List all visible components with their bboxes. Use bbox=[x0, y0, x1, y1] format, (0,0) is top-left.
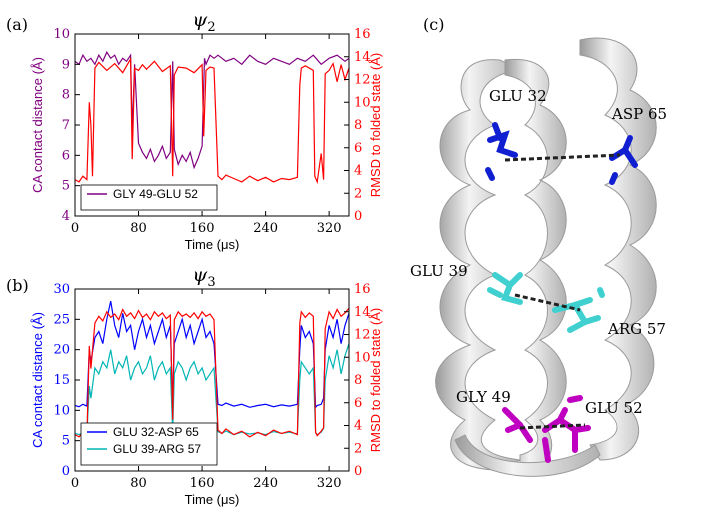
chart-psi2: ψ20 80 160 240 320456789100246810121416Time … bbox=[30, 9, 383, 252]
chart-b-ytick-right-label-2: 4 bbox=[354, 419, 362, 434]
helix-ribbon-bottom-loop bbox=[454, 434, 601, 477]
chart-b-ytick-left-label-6: 30 bbox=[53, 282, 70, 297]
chart-b-ytick-left-label-4: 20 bbox=[53, 343, 70, 358]
chart-b-series-line-2 bbox=[75, 307, 349, 438]
chart-b-xtick-label-0: 0 bbox=[71, 476, 79, 491]
chart-a-ytick-left-label-0: 4 bbox=[62, 209, 70, 224]
panel-label-a: (a) bbox=[6, 15, 28, 34]
chart-a-ytick-right-label-5: 10 bbox=[354, 95, 371, 110]
chart-a-ytick-left-label-6: 10 bbox=[53, 27, 70, 42]
chart-a-ytick-right-label-1: 2 bbox=[354, 186, 362, 201]
chart-b-xtick-label-2: 160 bbox=[190, 476, 215, 491]
residue-glu39 bbox=[487, 272, 523, 305]
chart-a-title-subscript: 2 bbox=[207, 20, 215, 35]
chart-a-title-symbol: ψ bbox=[192, 9, 208, 31]
chart-a-ytick-right-label-6: 12 bbox=[354, 73, 371, 88]
chart-a-xtick-label-2: 160 bbox=[190, 221, 215, 236]
chart-a-ytick-right-label-8: 16 bbox=[354, 27, 371, 42]
chart-b-xtick-label-3: 240 bbox=[253, 476, 278, 491]
chart-b-xlabel: Time (μs) bbox=[185, 492, 240, 507]
protein-structure-image: GLU 32 ASP 65 GLU 39 ARG 57 GLY 49 GLU 5… bbox=[410, 37, 667, 477]
chart-a-series-line-1 bbox=[75, 56, 349, 185]
chart-a-ytick-right-label-0: 0 bbox=[354, 209, 362, 224]
chart-b-ytick-left-label-1: 5 bbox=[62, 434, 70, 449]
chart-b-ytick-left-label-3: 15 bbox=[53, 373, 70, 388]
residue-asp65 bbox=[609, 135, 638, 185]
chart-b-xtick-label-4: 320 bbox=[317, 476, 342, 491]
contact-line-glu32-asp65 bbox=[504, 153, 621, 162]
chart-a-legend-label-0: GLY 49-GLU 52 bbox=[113, 187, 198, 201]
chart-b-ytick-left-label-0: 0 bbox=[62, 464, 70, 479]
chart-a-ytick-left-label-3: 7 bbox=[62, 118, 70, 133]
chart-a-xtick-label-3: 240 bbox=[253, 221, 278, 236]
chart-a-xtick-label-1: 80 bbox=[130, 221, 147, 236]
label-asp65: ASP 65 bbox=[611, 105, 667, 123]
chart-b-ytick-left-label-5: 25 bbox=[53, 312, 70, 327]
chart-a-ytick-right-label-3: 6 bbox=[354, 141, 362, 156]
chart-a-ytick-left-label-1: 5 bbox=[62, 179, 70, 194]
chart-psi3: ψ30 80 160 240 3200510152025300246810121416T… bbox=[30, 264, 383, 507]
chart-a-xtick-label-4: 320 bbox=[317, 221, 342, 236]
chart-b-ytick-right-label-6: 12 bbox=[354, 328, 371, 343]
panel-label-b: (b) bbox=[6, 276, 29, 295]
chart-b-title-symbol: ψ bbox=[192, 264, 208, 286]
chart-b-legend-label-0: GLU 32-ASP 65 bbox=[113, 425, 199, 439]
chart-a-series-line-0 bbox=[75, 50, 349, 170]
chart-b-ytick-right-label-3: 6 bbox=[354, 396, 362, 411]
chart-b-ytick-right-label-0: 0 bbox=[354, 464, 362, 479]
label-glu52: GLU 52 bbox=[585, 399, 643, 417]
chart-a-xtick-label-0: 0 bbox=[71, 221, 79, 236]
chart-b-title: ψ3 bbox=[192, 264, 215, 290]
chart-b-ytick-right-label-5: 10 bbox=[354, 350, 371, 365]
helix-ribbon-middle bbox=[504, 58, 567, 471]
helix-ribbon-right bbox=[579, 37, 657, 461]
chart-a-ytick-right-label-4: 8 bbox=[354, 118, 362, 133]
residue-gly49 bbox=[502, 407, 533, 443]
label-glu39: GLU 39 bbox=[410, 262, 468, 280]
chart-a-xlabel: Time (μs) bbox=[185, 237, 240, 252]
chart-a-ytick-right-label-7: 14 bbox=[354, 50, 371, 65]
chart-b-title-subscript: 3 bbox=[207, 275, 215, 290]
chart-b-ytick-right-label-4: 8 bbox=[354, 373, 362, 388]
chart-b-series-line-1 bbox=[75, 343, 349, 436]
chart-b-ytick-left-label-2: 10 bbox=[53, 403, 70, 418]
chart-a-title: ψ2 bbox=[192, 9, 215, 35]
contact-line-gly49-glu52 bbox=[519, 423, 586, 430]
label-arg57: ARG 57 bbox=[607, 320, 666, 338]
chart-a-ytick-left-label-2: 6 bbox=[62, 148, 70, 163]
chart-b-ylabel-left: CA contact distance (Å) bbox=[30, 312, 45, 448]
label-glu32: GLU 32 bbox=[489, 87, 547, 105]
panel-label-c: (c) bbox=[423, 15, 444, 34]
residue-glu32 bbox=[485, 122, 518, 181]
chart-b-legend-label-1: GLU 39-ARG 57 bbox=[113, 442, 201, 456]
chart-b-ylabel-right: RMSD to folded state (Å) bbox=[368, 308, 383, 453]
chart-b-xtick-label-1: 80 bbox=[130, 476, 147, 491]
chart-b-ytick-right-label-7: 14 bbox=[354, 305, 371, 320]
chart-b-ytick-right-label-8: 16 bbox=[354, 282, 371, 297]
label-gly49: GLY 49 bbox=[456, 388, 511, 406]
contact-line-glu39-arg57 bbox=[514, 293, 581, 312]
chart-a-legend-box bbox=[80, 184, 218, 211]
chart-b-ytick-right-label-1: 2 bbox=[354, 441, 362, 456]
chart-b-legend-box bbox=[80, 422, 218, 466]
chart-a-ytick-right-label-2: 4 bbox=[354, 164, 362, 179]
chart-a-ytick-left-label-4: 8 bbox=[62, 88, 70, 103]
chart-a-ytick-left-label-5: 9 bbox=[62, 57, 70, 72]
chart-a-ylabel-right: RMSD to folded state (Å) bbox=[368, 53, 383, 198]
chart-a-ylabel-left: CA contact distance (Å) bbox=[30, 57, 45, 193]
